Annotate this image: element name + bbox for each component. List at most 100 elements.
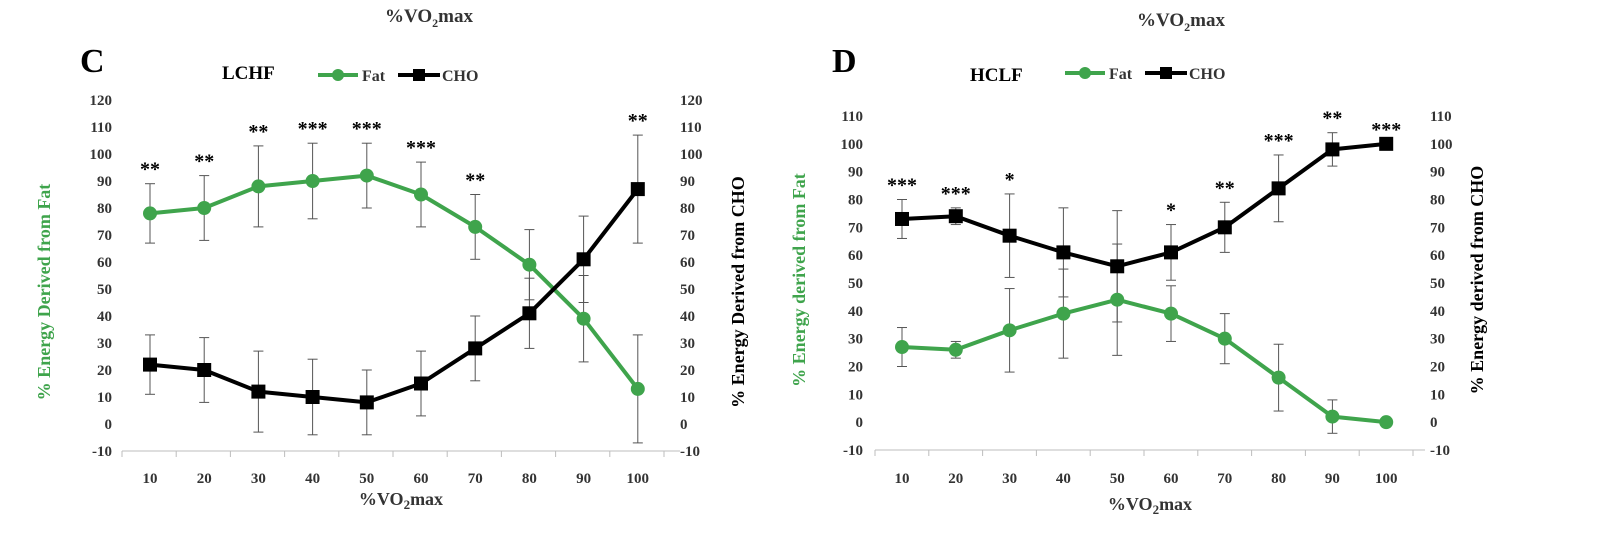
data-point-fat [1056, 306, 1071, 321]
significance-marker: ** [194, 151, 214, 173]
y-tick-label-right: 10 [680, 390, 695, 406]
y-tick-label-right: 80 [680, 201, 695, 217]
x-tick-label: 10 [143, 471, 158, 487]
y-tick-label-left: 10 [848, 387, 863, 403]
y-tick-label-left: 30 [97, 336, 112, 352]
data-point-cho [414, 376, 428, 391]
significance-marker: ** [248, 121, 268, 143]
x-tick-label: 30 [1002, 471, 1017, 487]
legend-fat-label: Fat [362, 68, 386, 85]
y-tick-label-right: 50 [680, 282, 695, 298]
chart-title: HCLF [970, 65, 1023, 86]
y-tick-label-left: 100 [90, 147, 113, 163]
data-point-cho [1271, 181, 1286, 196]
y-tick-label-right: 40 [680, 309, 695, 325]
x-tick-label: 50 [359, 471, 374, 487]
x-tick-label: 50 [1110, 471, 1125, 487]
y-axis-title-left: % Energy Derived from Fat [34, 184, 54, 401]
y-tick-label-right: 110 [1430, 109, 1452, 125]
x-tick-label: 100 [1375, 471, 1398, 487]
y-tick-label-left: 50 [97, 282, 112, 298]
y-tick-label-left: 60 [97, 255, 112, 271]
y-tick-label-left: -10 [843, 443, 863, 459]
y-tick-label-right: 100 [680, 147, 703, 163]
x-tick-label: 60 [414, 471, 429, 487]
y-tick-label-left: 0 [856, 415, 864, 431]
significance-marker: ** [1322, 108, 1342, 130]
y-tick-label-right: 60 [1430, 248, 1445, 264]
y-tick-label-right: 100 [1430, 137, 1453, 153]
y-tick-label-left: 80 [848, 193, 863, 209]
data-point-cho [251, 384, 266, 399]
data-point-fat [1271, 370, 1286, 385]
x-tick-label: 30 [251, 471, 266, 487]
y-tick-label-left: 90 [848, 165, 863, 181]
chart-title: LCHF [222, 63, 275, 84]
legend-fat-marker [332, 69, 344, 81]
significance-marker: ** [1215, 177, 1235, 199]
significance-marker: *** [406, 137, 436, 159]
y-axis-title-right: % Energy Derived from CHO [728, 176, 748, 408]
x-tick-label: 10 [895, 471, 910, 487]
y-tick-label-left: 0 [105, 417, 113, 433]
significance-marker: *** [1371, 119, 1401, 141]
data-point-cho [305, 390, 320, 404]
significance-marker: *** [1264, 130, 1294, 152]
y-tick-label-left: 120 [90, 93, 113, 109]
data-point-cho [1110, 259, 1125, 274]
data-point-fat [895, 340, 909, 355]
data-point-fat [1002, 323, 1017, 338]
y-tick-label-right: 30 [1430, 332, 1445, 348]
y-tick-label-right: 110 [680, 120, 702, 136]
significance-marker: * [1005, 169, 1015, 191]
data-point-cho [630, 182, 645, 197]
y-tick-label-left: -10 [92, 444, 112, 460]
series-line-fat [149, 173, 640, 391]
data-point-cho [197, 363, 212, 377]
y-tick-label-right: 30 [680, 336, 695, 352]
y-axis-title-right: % Energy derived from CHO [1467, 166, 1487, 395]
y-tick-label-right: 40 [1430, 304, 1445, 320]
y-tick-label-left: 10 [97, 390, 112, 406]
legend-cho-label: CHO [1189, 66, 1225, 83]
series-line-cho [149, 187, 640, 405]
y-tick-label-right: 50 [1430, 276, 1445, 292]
y-tick-label-left: 80 [97, 201, 112, 217]
data-point-fat [1110, 292, 1125, 307]
y-tick-label-right: -10 [1430, 443, 1450, 459]
data-point-fat [1325, 409, 1340, 424]
legend-cho-label: CHO [442, 68, 478, 85]
x-tick-label: 90 [576, 471, 591, 487]
data-point-fat [468, 219, 483, 234]
data-point-fat [1379, 415, 1394, 430]
x-tick-label: 80 [1271, 471, 1286, 487]
y-tick-label-left: 50 [848, 276, 863, 292]
data-point-fat [576, 311, 591, 326]
y-tick-label-right: 0 [680, 417, 688, 433]
significance-marker: ** [465, 170, 485, 192]
data-point-fat [414, 187, 428, 202]
significance-marker: ** [140, 159, 160, 181]
data-point-cho [522, 306, 537, 321]
x-axis-title: %VO2max [1108, 494, 1192, 517]
data-point-cho [1164, 245, 1178, 260]
y-tick-label-right: 120 [680, 93, 703, 109]
x-tick-label: 90 [1325, 471, 1340, 487]
data-point-cho [1002, 228, 1017, 243]
panel-letter: C [80, 43, 105, 80]
y-tick-label-right: 90 [680, 174, 695, 190]
y-tick-label-right: 80 [1430, 193, 1445, 209]
data-point-cho [895, 211, 909, 226]
legend-fat-label: Fat [1109, 66, 1133, 83]
data-point-cho [1379, 136, 1394, 151]
x-axis-title: %VO2max [359, 489, 443, 512]
data-point-cho [1217, 220, 1232, 235]
y-tick-label-left: 70 [848, 220, 863, 236]
y-tick-label-left: 60 [848, 248, 863, 264]
data-point-fat [630, 381, 645, 396]
top-axis-label-left: %VO2max [385, 6, 473, 30]
y-tick-label-left: 40 [848, 304, 863, 320]
y-tick-label-right: 60 [680, 255, 695, 271]
y-tick-label-right: 20 [680, 363, 695, 379]
data-point-cho [1056, 245, 1071, 260]
